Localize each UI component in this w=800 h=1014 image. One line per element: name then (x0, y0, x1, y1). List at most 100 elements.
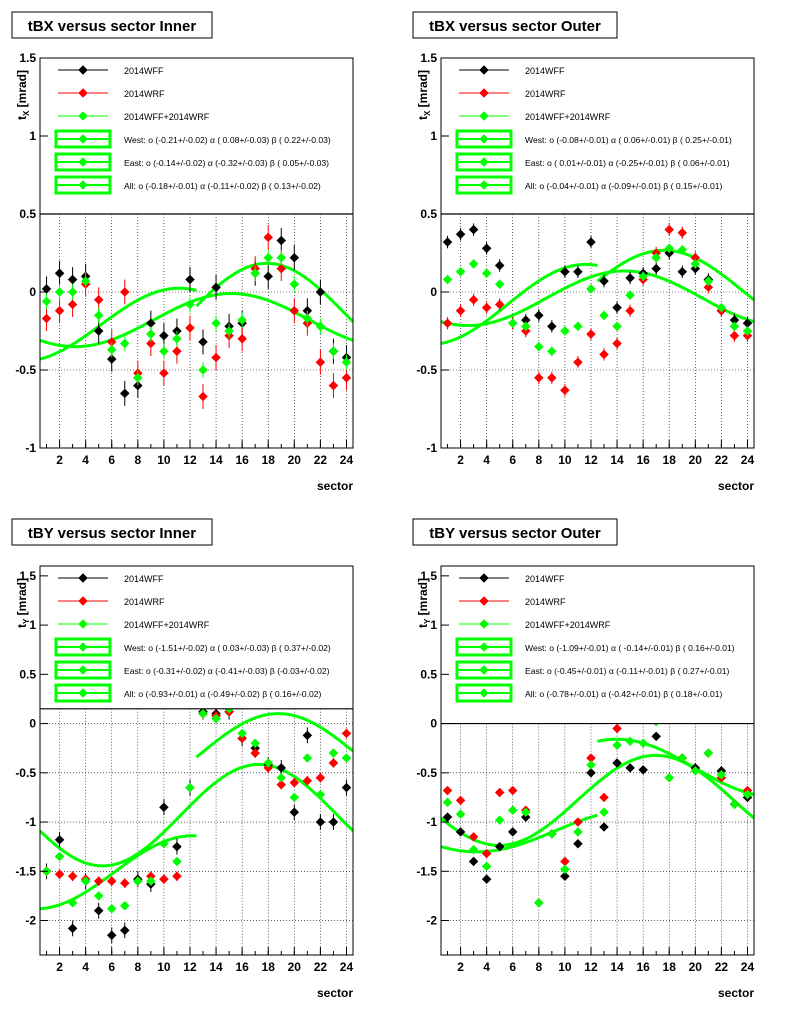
data-point-wff (302, 730, 313, 741)
data-point-wrf (328, 380, 339, 391)
data-point-wff (481, 243, 492, 254)
y-tick-label: -1.5 (15, 864, 36, 878)
data-point-combined (67, 287, 78, 297)
data-point-combined (302, 753, 313, 763)
data-point-wff (276, 235, 287, 246)
legend-label: 2014WRF (124, 89, 165, 99)
x-tick-label: 2 (457, 960, 464, 974)
data-point-combined (276, 772, 287, 783)
data-point-combined (703, 276, 714, 286)
plot-frame (39, 57, 354, 449)
legend-fit-marker (78, 180, 88, 190)
data-point-wrf (302, 775, 313, 786)
legend-fit-marker (479, 665, 489, 675)
y-tick-label: 1.5 (420, 51, 437, 65)
data-point-combined (729, 799, 740, 810)
data-point-wff (573, 838, 583, 849)
data-point-wrf (289, 305, 300, 316)
y-tick-label: -1 (426, 441, 437, 455)
data-point-wrf (599, 349, 609, 360)
data-point-combined (742, 326, 753, 336)
data-point-combined (276, 252, 287, 263)
data-point-combined (612, 740, 622, 751)
plot-frame (440, 565, 755, 956)
data-point-wrf (276, 779, 287, 790)
x-tick-label: 12 (183, 960, 197, 974)
data-point-combined (315, 789, 326, 800)
data-point-combined (341, 357, 352, 368)
data-point-wff (560, 266, 570, 277)
data-point-combined (185, 299, 195, 310)
data-point-combined (328, 748, 339, 758)
fit-curve-west (40, 286, 197, 361)
data-point-combined (315, 321, 326, 332)
y-axis-label: tY [mrad] (416, 578, 432, 628)
chart-title: tBX versus sector Outer (429, 18, 601, 35)
data-point-combined (677, 245, 688, 255)
data-point-wff (599, 276, 609, 286)
data-point-wrf (573, 357, 583, 368)
data-point-combined (547, 829, 557, 839)
fit-curve-east (195, 712, 353, 759)
data-point-wff (547, 321, 557, 332)
data-point-combined (520, 807, 531, 818)
y-tick-label: -1.5 (416, 864, 437, 878)
data-point-wrf (625, 305, 635, 316)
data-point-combined (638, 738, 648, 749)
data-point-wrf (703, 282, 714, 293)
legend: 2014WFF 2014WRF 2014WFF+2014WRF West: o (-0… (54, 65, 331, 195)
data-point-combined (132, 372, 143, 383)
data-point-wff (106, 354, 117, 364)
data-point-combined (520, 321, 531, 332)
x-tick-label: 18 (663, 453, 677, 467)
legend-fit-marker (479, 157, 489, 167)
data-point-combined (599, 807, 609, 818)
legend-fit-label: East: o ( 0.01+/-0.01) α (-0.25+/-0.01) … (525, 158, 730, 168)
data-point-combined (703, 748, 714, 758)
data-point-combined (302, 313, 313, 324)
legend-marker (78, 65, 88, 75)
data-point-wff (41, 284, 52, 294)
y-tick-label: 0.5 (19, 667, 36, 681)
chart-panel-1: tBX versus sector Inner2014WFF2014WRF201… (11, 11, 354, 493)
legend-marker (78, 88, 88, 98)
y-tick-label: 0 (430, 285, 437, 299)
legend-label: 2014WFF+2014WRF (124, 620, 210, 630)
data-point-wff (677, 266, 688, 277)
y-tick-label: 1 (29, 618, 36, 632)
x-tick-label: 4 (483, 453, 490, 467)
x-tick-label: 10 (157, 960, 171, 974)
x-tick-label: 14 (610, 453, 624, 467)
data-point-wff (67, 923, 78, 934)
chart-title-box (412, 518, 618, 546)
data-layer (40, 708, 353, 944)
data-point-wff (315, 817, 326, 827)
data-layer (441, 223, 754, 397)
chart-title-box (412, 11, 618, 39)
x-tick-label: 18 (262, 453, 276, 467)
data-point-wff (468, 224, 479, 235)
data-point-combined (146, 876, 156, 886)
data-point-wrf (315, 772, 326, 783)
data-point-combined (716, 302, 727, 313)
data-point-combined (494, 815, 505, 825)
data-point-combined (742, 789, 753, 800)
data-point-wff (625, 273, 635, 283)
x-axis-label: sector (718, 986, 754, 1000)
y-tick-label: 1 (29, 129, 36, 143)
data-point-wrf (442, 318, 453, 329)
data-point-wff (638, 765, 648, 775)
x-tick-label: 22 (715, 453, 729, 467)
y-axis-label: tX [mrad] (416, 70, 432, 120)
legend: 2014WFF 2014WRF 2014WFF+2014WRF West: o (-1… (54, 573, 331, 703)
y-tick-label: -0.5 (15, 363, 36, 377)
legend-fit-label: All: o (-0.78+/-0.01) α (-0.42+/-0.01) β… (525, 689, 723, 699)
legend-fit-label: East: o (-0.45+/-0.01) α (-0.11+/-0.01) … (525, 666, 730, 676)
legend-marker (78, 573, 88, 583)
y-tick-label: -2 (25, 914, 36, 928)
data-point-wff (67, 274, 78, 285)
x-tick-label: 10 (157, 453, 171, 467)
legend-label: 2014WFF (124, 574, 164, 584)
legend-fit-marker (78, 665, 88, 675)
data-point-combined (237, 728, 247, 739)
